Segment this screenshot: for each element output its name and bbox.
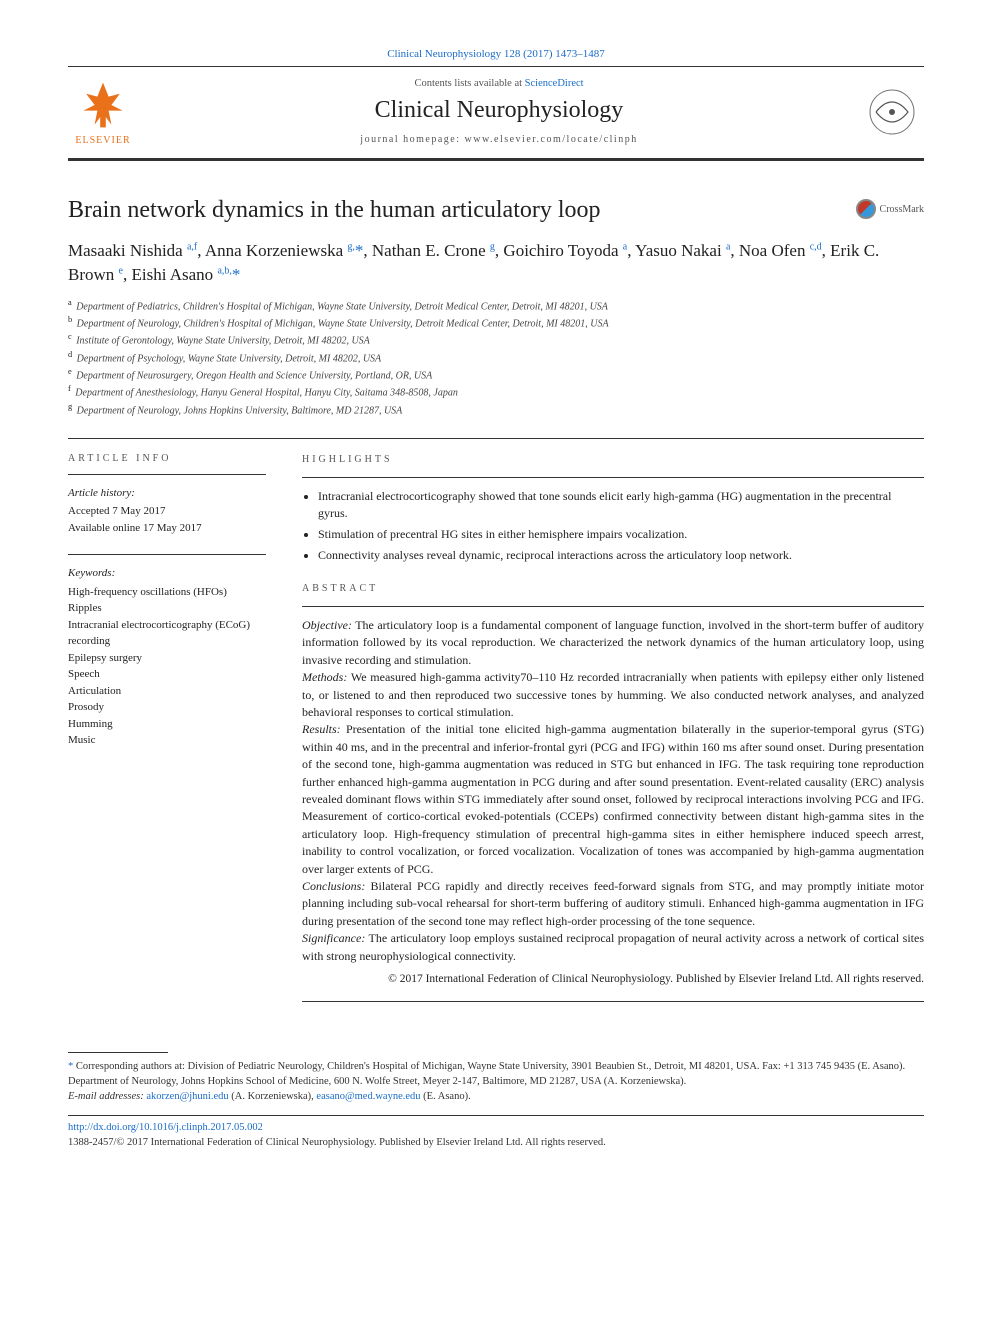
affiliation-line: g Department of Neurology, Johns Hopkins…	[68, 401, 924, 418]
journal-homepage: journal homepage: www.elsevier.com/locat…	[138, 134, 860, 145]
info-divider	[68, 474, 266, 475]
corresponding-authors: * Corresponding authors at: Division of …	[68, 1059, 924, 1089]
online-date: Available online 17 May 2017	[68, 520, 266, 537]
affiliation-line: f Department of Anesthesiology, Hanyu Ge…	[68, 383, 924, 400]
corresponding-text: Corresponding authors at: Division of Pe…	[68, 1061, 905, 1087]
abstract-body: Objective: The articulatory loop is a fu…	[302, 617, 924, 965]
article-info-column: ARTICLE INFO Article history: Accepted 7…	[68, 453, 266, 1012]
journal-header: ELSEVIER Contents lists available at Sci…	[68, 66, 924, 161]
email-addresses: E-mail addresses: akorzen@jhuni.edu (A. …	[68, 1089, 924, 1104]
history-label: Article history:	[68, 485, 266, 502]
keyword: Articulation	[68, 683, 266, 700]
crossmark-badge[interactable]: CrossMark	[856, 199, 924, 219]
abstract-paragraph: Methods: We measured high-gamma activity…	[302, 669, 924, 721]
article-title: Brain network dynamics in the human arti…	[68, 195, 924, 225]
journal-name: Clinical Neurophysiology	[138, 97, 860, 124]
abstract-divider	[302, 606, 924, 607]
author-list: Masaaki Nishida a,f, Anna Korzeniewska g…	[68, 239, 924, 287]
abstract-end-divider	[302, 1001, 924, 1002]
abstract-paragraph: Conclusions: Bilateral PCG rapidly and d…	[302, 878, 924, 930]
main-column: HIGHLIGHTS Intracranial electrocorticogr…	[302, 453, 924, 1012]
keyword: High-frequency oscillations (HFOs)	[68, 584, 266, 601]
keyword: Prosody	[68, 699, 266, 716]
paragraph-label: Methods:	[302, 670, 347, 684]
highlight-item: Stimulation of precentral HG sites in ei…	[318, 526, 924, 543]
email-link[interactable]: akorzen@jhuni.edu	[146, 1091, 228, 1102]
sciencedirect-link[interactable]: ScienceDirect	[525, 78, 584, 89]
affiliation-line: e Department of Neurosurgery, Oregon Hea…	[68, 366, 924, 383]
email-label: E-mail addresses:	[68, 1091, 144, 1102]
accepted-date: Accepted 7 May 2017	[68, 503, 266, 520]
highlights-list: Intracranial electrocorticography showed…	[302, 488, 924, 563]
paragraph-label: Significance:	[302, 931, 365, 945]
keyword: Music	[68, 732, 266, 749]
affiliation-line: c Institute of Gerontology, Wayne State …	[68, 331, 924, 348]
affiliation-line: d Department of Psychology, Wayne State …	[68, 349, 924, 366]
footnote-rule	[68, 1052, 168, 1053]
abstract-paragraph: Objective: The articulatory loop is a fu…	[302, 617, 924, 669]
citation-line: Clinical Neurophysiology 128 (2017) 1473…	[68, 48, 924, 60]
journal-cover-icon	[860, 80, 924, 144]
contents-available: Contents lists available at ScienceDirec…	[138, 78, 860, 89]
abstract-copyright: © 2017 International Federation of Clini…	[302, 971, 924, 987]
keywords-list: High-frequency oscillations (HFOs)Ripple…	[68, 584, 266, 749]
section-divider	[68, 438, 924, 439]
abstract-paragraph: Significance: The articulatory loop empl…	[302, 930, 924, 965]
crossmark-icon	[856, 199, 876, 219]
star-icon: *	[68, 1061, 76, 1072]
footer: * Corresponding authors at: Division of …	[68, 1052, 924, 1150]
highlights-heading: HIGHLIGHTS	[302, 453, 924, 468]
keyword: Ripples	[68, 600, 266, 617]
keywords-label: Keywords:	[68, 565, 266, 582]
email-link[interactable]: easano@med.wayne.edu	[316, 1091, 420, 1102]
affiliations: a Department of Pediatrics, Children's H…	[68, 297, 924, 418]
abstract-heading: ABSTRACT	[302, 582, 924, 597]
keyword: Epilepsy surgery	[68, 650, 266, 667]
elsevier-label: ELSEVIER	[75, 135, 130, 146]
affiliation-line: b Department of Neurology, Children's Ho…	[68, 314, 924, 331]
paragraph-label: Results:	[302, 722, 341, 736]
highlight-item: Connectivity analyses reveal dynamic, re…	[318, 547, 924, 564]
abstract-paragraph: Results: Presentation of the initial ton…	[302, 721, 924, 878]
highlight-item: Intracranial electrocorticography showed…	[318, 488, 924, 522]
keyword: Humming	[68, 716, 266, 733]
affiliation-line: a Department of Pediatrics, Children's H…	[68, 297, 924, 314]
article-info-heading: ARTICLE INFO	[68, 453, 266, 464]
crossmark-label: CrossMark	[880, 204, 924, 215]
paragraph-label: Objective:	[302, 618, 352, 632]
elsevier-tree-icon	[75, 77, 131, 133]
contents-prefix: Contents lists available at	[414, 78, 524, 89]
paragraph-label: Conclusions:	[302, 879, 365, 893]
highlights-divider	[302, 477, 924, 478]
keyword: Speech	[68, 666, 266, 683]
elsevier-logo: ELSEVIER	[68, 77, 138, 146]
issn-copyright: 1388-2457/© 2017 International Federatio…	[68, 1135, 924, 1150]
info-divider	[68, 554, 266, 555]
doi-link[interactable]: http://dx.doi.org/10.1016/j.clinph.2017.…	[68, 1122, 263, 1133]
keyword: Intracranial electrocorticography (ECoG)…	[68, 617, 266, 650]
bottom-rule	[68, 1115, 924, 1116]
